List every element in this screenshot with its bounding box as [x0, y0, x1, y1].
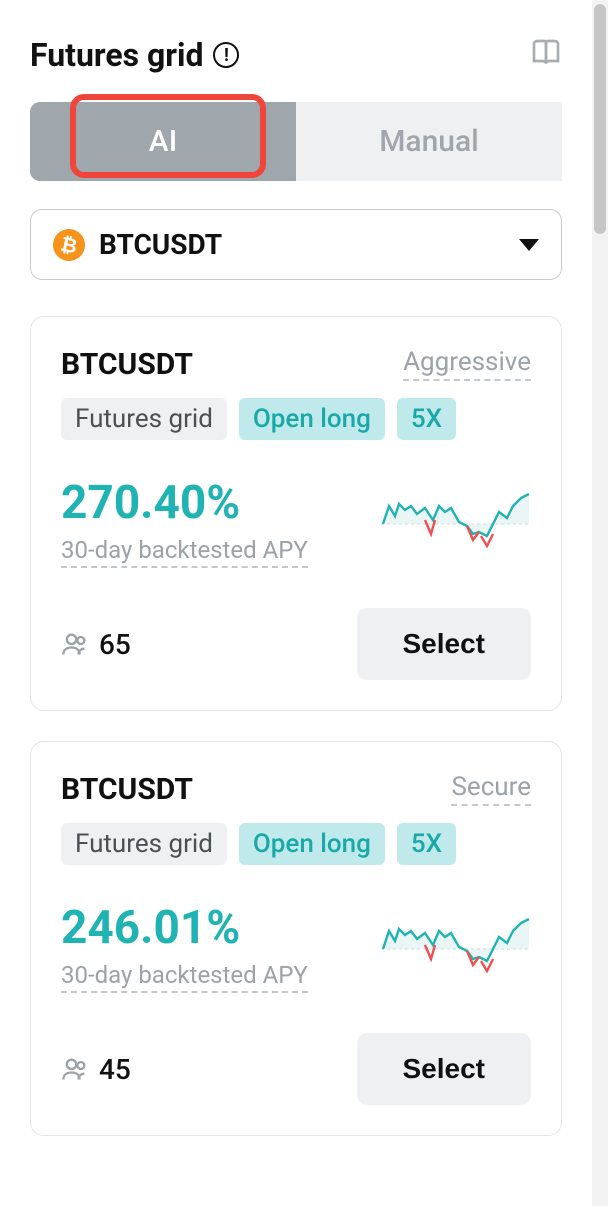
header-row: Futures grid !	[30, 36, 562, 74]
select-button[interactable]: Select	[357, 1033, 532, 1105]
scrollbar-thumb[interactable]	[594, 4, 606, 234]
apy-row: 246.01% 30-day backtested APY	[61, 901, 531, 993]
chip-direction: Open long	[239, 398, 385, 440]
tab-manual[interactable]: Manual	[296, 102, 562, 181]
chip-row: Futures grid Open long 5X	[61, 823, 531, 865]
apy-left: 270.40% 30-day backtested APY	[61, 476, 308, 568]
title-row: Futures grid !	[30, 36, 239, 74]
card-mode-label[interactable]: Aggressive	[403, 347, 531, 381]
apy-label[interactable]: 30-day backtested APY	[61, 961, 308, 993]
docs-icon[interactable]	[530, 37, 562, 73]
strategy-card: BTCUSDT Aggressive Futures grid Open lon…	[30, 316, 562, 711]
card-footer: 45 Select	[61, 1033, 531, 1105]
chip-type: Futures grid	[61, 823, 227, 865]
users-count: 65	[99, 628, 131, 661]
pair-selector[interactable]: ₿ BTCUSDT	[30, 209, 562, 280]
apy-label[interactable]: 30-day backtested APY	[61, 536, 308, 568]
chip-leverage: 5X	[397, 823, 456, 865]
chip-direction: Open long	[239, 823, 385, 865]
strategy-card: BTCUSDT Secure Futures grid Open long 5X…	[30, 741, 562, 1136]
pair-left: ₿ BTCUSDT	[53, 228, 222, 261]
chevron-down-icon	[519, 239, 539, 251]
sparkline-chart	[381, 901, 531, 991]
users-icon	[61, 630, 89, 658]
users-count: 45	[99, 1053, 131, 1086]
card-mode-label[interactable]: Secure	[451, 772, 531, 806]
card-symbol: BTCUSDT	[61, 347, 193, 382]
users-count-row: 65	[61, 628, 131, 661]
btc-icon: ₿	[50, 226, 88, 264]
main-panel: Futures grid ! AI Manual ₿ BTCUSDT BTCUS…	[0, 0, 592, 1136]
users-count-row: 45	[61, 1053, 131, 1086]
card-footer: 65 Select	[61, 608, 531, 680]
card-symbol: BTCUSDT	[61, 772, 193, 807]
page-title: Futures grid	[30, 36, 203, 74]
apy-value: 246.01%	[61, 901, 308, 955]
chip-row: Futures grid Open long 5X	[61, 398, 531, 440]
sparkline-chart	[381, 476, 531, 566]
scrollbar-track[interactable]	[592, 0, 608, 1206]
apy-left: 246.01% 30-day backtested APY	[61, 901, 308, 993]
select-button[interactable]: Select	[357, 608, 532, 680]
card-header: BTCUSDT Secure	[61, 772, 531, 807]
users-icon	[61, 1055, 89, 1083]
pair-symbol: BTCUSDT	[99, 228, 222, 261]
info-icon[interactable]: !	[213, 42, 239, 68]
apy-row: 270.40% 30-day backtested APY	[61, 476, 531, 568]
tab-ai[interactable]: AI	[30, 102, 296, 181]
mode-tabs: AI Manual	[30, 102, 562, 181]
chip-leverage: 5X	[397, 398, 456, 440]
chip-type: Futures grid	[61, 398, 227, 440]
card-header: BTCUSDT Aggressive	[61, 347, 531, 382]
apy-value: 270.40%	[61, 476, 308, 530]
